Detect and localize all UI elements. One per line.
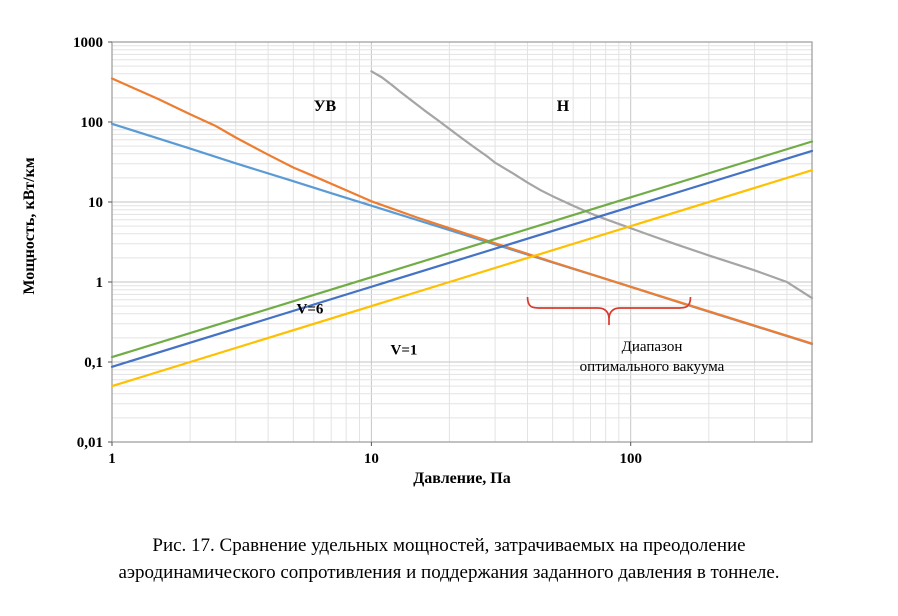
x-tick-label: 1 xyxy=(108,451,116,467)
x-tick-label: 10 xyxy=(364,451,379,467)
annotation-n: Н xyxy=(556,98,570,115)
range-label-line1: Диапазон xyxy=(621,339,683,355)
series-uv-orange xyxy=(110,77,814,345)
y-tick-label: 100 xyxy=(81,115,104,131)
caption-line-2: аэродинамического сопротивления и поддер… xyxy=(118,561,780,583)
y-tick-label: 10 xyxy=(88,195,103,211)
y-tick-label: 0,1 xyxy=(84,355,103,371)
series-v1-yellow xyxy=(110,169,814,388)
annotation-v6: V=6 xyxy=(296,301,324,318)
range-brace xyxy=(526,296,692,320)
chart: 1000 100 10 1 0,1 0,01 1 10 100 Мощность, кВт/км… xyxy=(21,35,814,487)
optimal-vacuum-range-label: Диапазон оптимального вакуума xyxy=(580,338,725,377)
range-label-line2: оптимального вакуума xyxy=(579,358,725,375)
y-tick-label: 1 xyxy=(96,275,104,291)
caption-line-1: Рис. 17. Сравнение удельных мощностей, з… xyxy=(152,535,746,556)
plot-border xyxy=(111,41,813,443)
annotation-uv: УВ xyxy=(313,98,337,115)
x-axis-title: Давление, Па xyxy=(413,470,511,487)
annotation-v1: V=1 xyxy=(390,342,418,359)
y-tick-label: 1000 xyxy=(73,35,103,51)
series-v6-blue xyxy=(110,149,814,368)
y-tick-label: 0,01 xyxy=(77,435,103,451)
series-n-gray xyxy=(370,70,814,300)
series-green-ascending xyxy=(110,140,814,359)
figure-caption: Рис. 17. Сравнение удельных мощностей, з… xyxy=(0,533,898,587)
x-tick-label: 100 xyxy=(619,451,642,467)
chart-canvas: 1000 100 10 1 0,1 0,01 1 10 100 xyxy=(73,35,814,467)
y-axis-title: Мощность, кВт/км xyxy=(21,157,38,295)
